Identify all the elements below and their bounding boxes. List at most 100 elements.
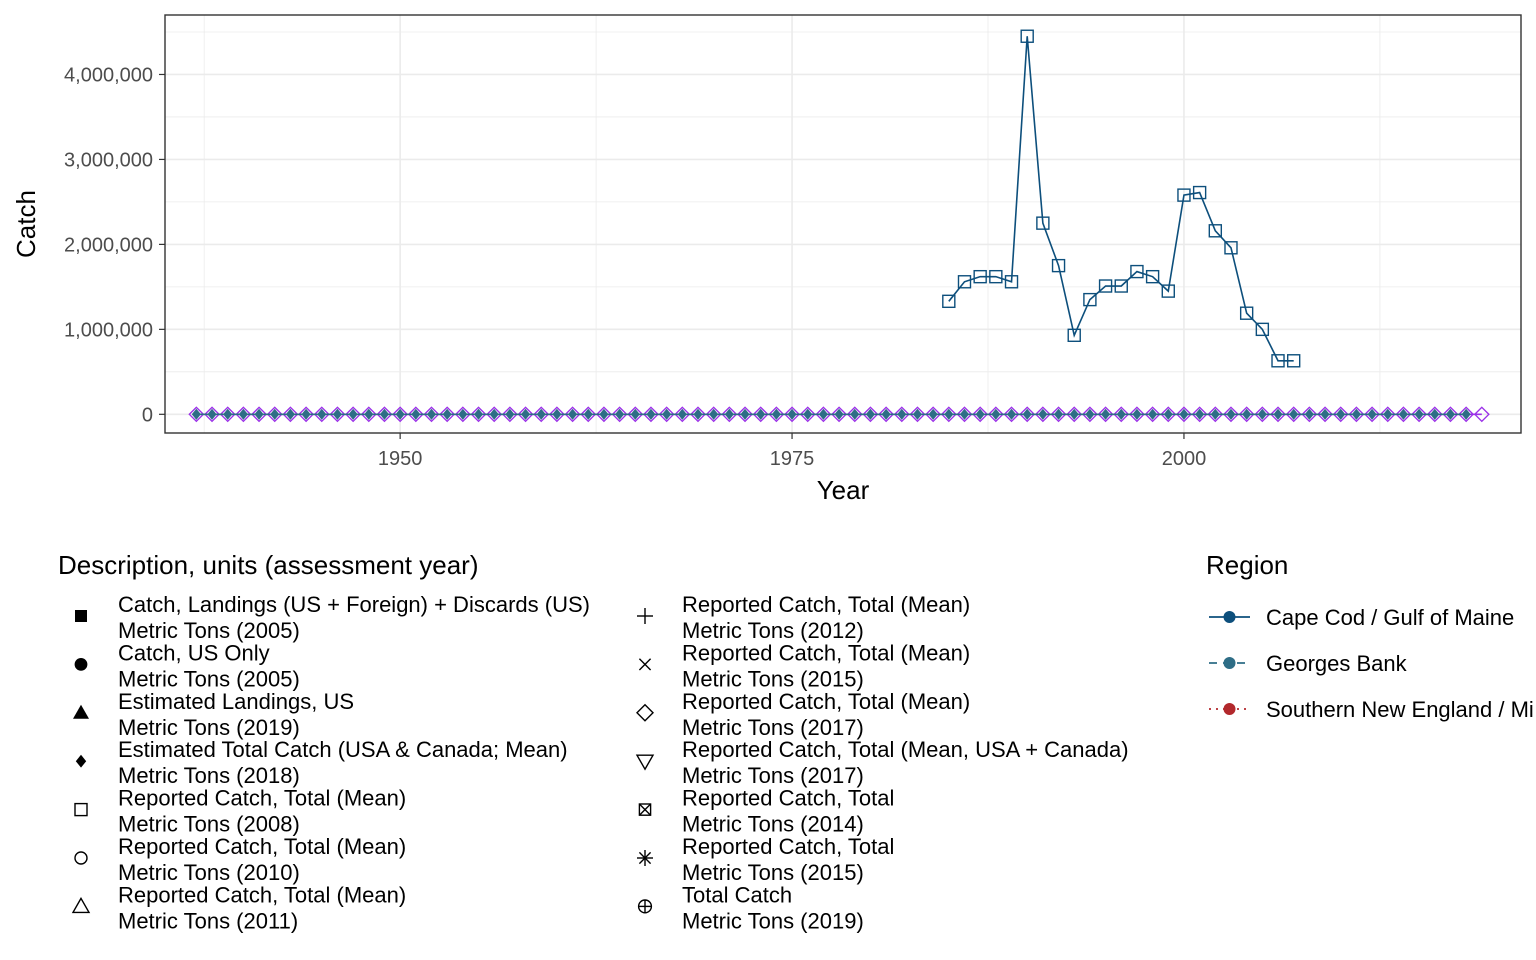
data-point xyxy=(1398,408,1408,420)
data-point xyxy=(1145,269,1160,284)
data-point xyxy=(627,406,644,423)
data-point xyxy=(329,406,346,423)
data-point xyxy=(1038,408,1048,420)
data-point xyxy=(1081,406,1098,423)
data-point xyxy=(1208,224,1223,238)
data-point xyxy=(787,408,797,420)
data-point xyxy=(583,408,593,420)
data-point xyxy=(1442,406,1459,423)
data-point xyxy=(803,408,813,420)
data-point xyxy=(599,408,609,420)
data-point xyxy=(615,408,625,420)
data-point xyxy=(364,408,374,420)
data-point xyxy=(1098,279,1113,293)
data-point xyxy=(709,408,719,420)
data-point xyxy=(1148,408,1158,420)
legend-region-label: Georges Bank xyxy=(1266,651,1408,676)
legend-key-square-cross xyxy=(638,803,652,816)
data-point xyxy=(1006,408,1017,420)
data-point xyxy=(360,406,377,423)
data-point xyxy=(517,406,534,423)
data-point xyxy=(254,408,264,420)
data-point xyxy=(611,406,628,423)
data-point xyxy=(473,408,484,420)
legend-entry-line1: Reported Catch, Total (Mean, USA + Canad… xyxy=(682,737,1129,762)
data-point xyxy=(1004,275,1019,289)
data-point xyxy=(1254,406,1271,423)
data-point xyxy=(423,406,440,423)
data-point xyxy=(1050,406,1067,423)
data-point xyxy=(1336,408,1346,420)
data-point xyxy=(1175,406,1192,423)
data-point xyxy=(454,406,471,423)
data-point xyxy=(925,406,942,423)
data-point xyxy=(348,408,358,420)
data-point xyxy=(1285,406,1302,423)
y-axis-title: Catch xyxy=(11,190,41,258)
data-point xyxy=(752,406,769,423)
data-point xyxy=(897,408,907,420)
legend-description-title: Description, units (assessment year) xyxy=(58,550,478,580)
legend-region-key-point xyxy=(1223,703,1236,715)
data-point xyxy=(1273,408,1283,420)
y-tick-label: 3,000,000 xyxy=(64,149,153,171)
data-point xyxy=(521,408,531,420)
legend-region: Region Cape Cod / Gulf of Maine Georges Ba… xyxy=(1206,550,1534,722)
data-point xyxy=(987,406,1004,423)
data-point xyxy=(411,408,421,420)
data-point xyxy=(768,406,785,423)
data-point xyxy=(285,408,295,420)
data-point xyxy=(207,408,217,420)
data-point xyxy=(1128,406,1145,423)
data-point xyxy=(705,406,722,423)
legend-key-cross xyxy=(638,658,652,671)
data-point xyxy=(458,408,468,420)
data-point xyxy=(991,408,1001,420)
data-point xyxy=(1395,406,1412,423)
data-point xyxy=(881,408,891,420)
data-point xyxy=(834,408,844,420)
data-point xyxy=(1289,408,1299,420)
series-cape-cod-gulf-of-maine xyxy=(942,29,1301,368)
legend-key-open-square xyxy=(74,802,88,817)
legend-entry-line2: Metric Tons (2005) xyxy=(118,666,300,691)
data-point xyxy=(944,408,954,420)
data-point xyxy=(973,269,987,284)
data-point xyxy=(1255,322,1270,337)
data-point xyxy=(379,408,390,420)
data-point xyxy=(1022,408,1032,420)
data-point xyxy=(818,408,828,420)
data-point xyxy=(282,406,299,423)
data-point xyxy=(392,406,409,423)
legend-description: Description, units (assessment year) Catc… xyxy=(58,550,1129,933)
data-point xyxy=(784,406,801,423)
data-point xyxy=(1348,406,1365,423)
data-point xyxy=(1130,264,1144,279)
legend-entry-line2: Metric Tons (2015) xyxy=(682,666,864,691)
data-point xyxy=(1179,408,1189,420)
data-point xyxy=(959,408,970,420)
data-point xyxy=(1271,354,1285,368)
data-point xyxy=(1163,408,1173,420)
data-point xyxy=(1195,408,1205,420)
data-point xyxy=(1160,406,1177,423)
legend-key-open-diamond xyxy=(636,703,654,722)
data-point xyxy=(501,406,518,423)
data-point xyxy=(1301,406,1318,423)
data-point xyxy=(1085,408,1095,420)
data-point xyxy=(266,406,283,423)
legend-region-label: Cape Cod / Gulf of Maine xyxy=(1266,605,1514,630)
data-point xyxy=(1161,284,1175,298)
data-point xyxy=(204,406,221,423)
data-point xyxy=(1286,354,1301,368)
legend-entry-line1: Reported Catch, Total (Mean) xyxy=(682,640,970,665)
data-point xyxy=(505,408,515,420)
plot-panel-border xyxy=(164,14,1522,434)
legend-region-key-point xyxy=(1223,657,1236,669)
data-point xyxy=(407,406,424,423)
data-point xyxy=(332,408,342,420)
data-point xyxy=(1097,406,1114,423)
legend-key-asterisk xyxy=(637,850,653,866)
legend-entry-line1: Catch, US Only xyxy=(118,640,270,665)
legend-entry-line1: Estimated Landings, US xyxy=(118,689,354,714)
